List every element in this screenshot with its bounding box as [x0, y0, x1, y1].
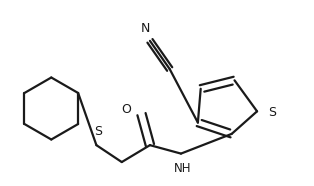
Text: N: N	[141, 22, 150, 35]
Text: O: O	[121, 103, 131, 116]
Text: S: S	[268, 106, 277, 119]
Text: NH: NH	[174, 162, 191, 175]
Text: S: S	[94, 125, 102, 138]
